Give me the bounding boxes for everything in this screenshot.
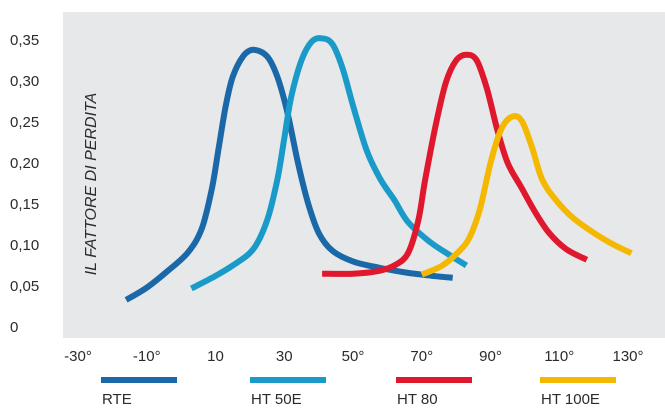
- legend-label-rte: RTE: [102, 391, 132, 408]
- plot-area: [63, 12, 665, 338]
- legend-label-ht-80: HT 80: [397, 391, 438, 408]
- x-tick-label: 130°: [612, 348, 643, 365]
- y-tick-label: 0,10: [10, 237, 39, 254]
- y-axis-ticks: 0 0,05 0,10 0,15 0,20 0,25 0,30 0,35: [10, 32, 39, 336]
- x-tick-label: 90°: [479, 348, 502, 365]
- y-tick-label: 0,20: [10, 155, 39, 172]
- y-tick-label: 0: [10, 319, 18, 336]
- series-lines: [124, 35, 633, 303]
- legend-label-ht-100e: HT 100E: [541, 391, 600, 408]
- series-line-ht-80: [322, 51, 589, 277]
- x-tick-label: 70°: [410, 348, 433, 365]
- x-tick-label: 50°: [342, 348, 365, 365]
- legend-label-ht-50e: HT 50E: [251, 391, 302, 408]
- series-line-rte: [124, 46, 454, 303]
- series-line-ht-50e: [190, 35, 469, 292]
- legend-swatch-ht-50e: [250, 377, 326, 383]
- y-tick-label: 0,25: [10, 114, 39, 131]
- y-tick-label: 0,15: [10, 196, 39, 213]
- y-tick-label: 0,05: [10, 278, 39, 295]
- y-tick-label: 0,35: [10, 32, 39, 49]
- x-axis-ticks: -30° -10° 10 30 50° 70° 90° 110° 130°: [64, 348, 643, 365]
- x-tick-label: 110°: [544, 348, 574, 365]
- legend-swatch-rte: [101, 377, 177, 383]
- x-tick-label: -30°: [64, 348, 92, 365]
- y-axis-label: IL FATTORE DI PERDITA: [83, 93, 100, 276]
- series-line-ht-100e: [420, 113, 633, 278]
- x-tick-label: 30: [276, 348, 293, 365]
- legend-swatch-ht-80: [396, 377, 472, 383]
- y-tick-label: 0,30: [10, 73, 39, 90]
- x-tick-label: 10: [207, 348, 224, 365]
- legend-swatch-ht-100e: [540, 377, 616, 383]
- x-tick-label: -10°: [133, 348, 161, 365]
- legend: RTE HT 50E HT 80 HT 100E: [101, 377, 616, 408]
